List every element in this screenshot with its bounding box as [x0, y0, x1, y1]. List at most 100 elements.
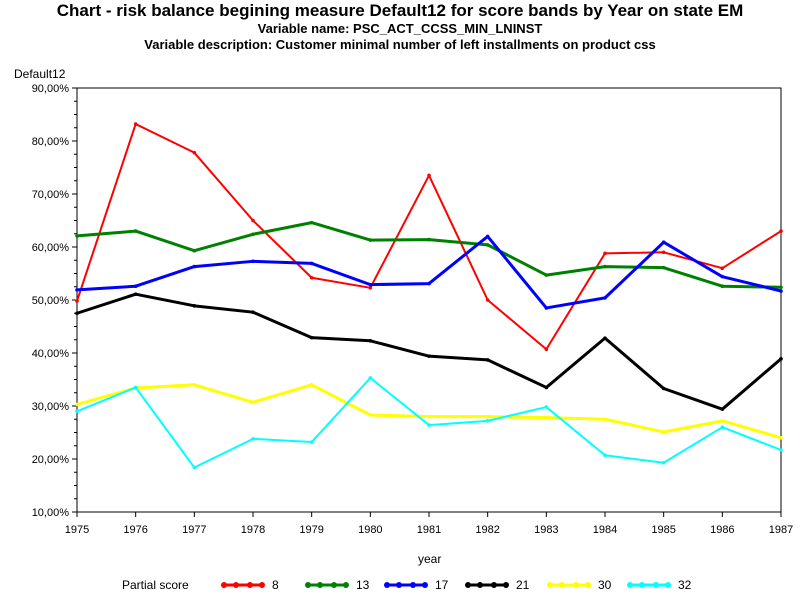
data-point-17 [720, 274, 725, 279]
data-point-32 [133, 385, 138, 390]
data-point-32 [192, 465, 197, 470]
x-tick-label: 1986 [710, 524, 734, 536]
x-tick-label: 1978 [241, 524, 265, 536]
data-point-32 [309, 440, 314, 444]
x-tick-label: 1975 [65, 524, 89, 536]
data-point-13 [544, 273, 549, 277]
data-point-17 [251, 259, 255, 264]
data-point-30 [251, 400, 255, 405]
x-tick-label: 1977 [182, 524, 206, 536]
data-point-30 [192, 383, 197, 387]
data-point-21 [661, 386, 666, 391]
data-point-32 [603, 453, 607, 458]
y-tick-label: 10,00% [32, 507, 70, 519]
data-point-21 [779, 357, 783, 361]
legend-swatch [465, 582, 509, 588]
x-tick-label: 1982 [475, 524, 499, 536]
legend-swatch [384, 582, 428, 588]
legend-label: 21 [516, 578, 530, 592]
y-tick-label: 40,00% [32, 348, 70, 360]
data-point-17 [368, 282, 373, 287]
data-point-8 [368, 286, 373, 290]
data-point-17 [485, 234, 490, 239]
data-point-32 [485, 419, 490, 423]
data-point-32 [779, 448, 783, 452]
data-point-17 [309, 261, 314, 266]
data-point-13 [661, 265, 666, 270]
legend-swatch [547, 582, 591, 588]
data-point-21 [133, 292, 138, 296]
data-point-30 [427, 414, 431, 419]
data-point-8 [720, 266, 725, 271]
data-point-32 [368, 376, 373, 380]
data-point-17 [192, 264, 197, 269]
data-point-13 [720, 284, 725, 289]
data-point-21 [192, 304, 197, 308]
data-point-8 [779, 229, 783, 233]
legend-title: Partial score [122, 578, 189, 592]
data-point-30 [544, 415, 549, 420]
data-point-17 [779, 289, 783, 293]
legend-label: 17 [435, 578, 449, 592]
data-point-13 [309, 220, 314, 225]
legend-swatch [221, 582, 265, 588]
x-tick-label: 1976 [123, 524, 147, 536]
data-point-32 [544, 405, 549, 409]
data-point-32 [427, 423, 431, 427]
data-point-13 [427, 237, 431, 242]
x-axis-label: year [418, 552, 442, 566]
data-point-32 [75, 409, 79, 414]
data-point-8 [133, 122, 138, 126]
data-point-8 [309, 275, 314, 280]
data-point-21 [720, 407, 725, 411]
legend-label: 32 [678, 578, 692, 592]
x-tick-label: 1987 [769, 524, 793, 536]
data-point-13 [133, 229, 138, 233]
y-axis-label: Default12 [14, 67, 66, 81]
data-point-21 [251, 310, 255, 314]
data-point-21 [309, 335, 314, 340]
data-point-21 [368, 339, 373, 343]
series-line-21 [76, 292, 782, 411]
y-tick-label: 70,00% [32, 189, 70, 201]
variable-description: Variable description: Customer minimal n… [144, 37, 656, 52]
data-point-17 [661, 240, 666, 245]
data-point-30 [661, 430, 666, 434]
data-point-17 [75, 288, 79, 292]
data-point-8 [427, 173, 431, 178]
data-point-30 [75, 402, 79, 407]
data-point-8 [661, 250, 666, 255]
data-point-21 [75, 311, 79, 316]
data-point-13 [368, 238, 373, 242]
y-tick-label: 80,00% [32, 136, 70, 148]
data-point-30 [779, 436, 783, 440]
chart-title: Chart - risk balance begining measure De… [56, 1, 744, 20]
data-point-17 [133, 284, 138, 289]
data-point-13 [192, 248, 197, 253]
data-point-21 [544, 385, 549, 390]
data-point-17 [603, 296, 607, 300]
data-point-8 [251, 218, 255, 223]
data-point-32 [661, 460, 666, 465]
legend-swatch [627, 582, 671, 588]
legend-label: 13 [356, 578, 370, 592]
data-point-8 [485, 298, 490, 302]
legend-label: 8 [272, 578, 279, 592]
data-point-32 [251, 437, 255, 441]
data-point-13 [603, 264, 607, 269]
y-tick-label: 20,00% [32, 454, 70, 466]
data-point-8 [192, 150, 197, 155]
data-point-13 [251, 232, 255, 237]
data-point-30 [603, 417, 607, 422]
data-point-8 [603, 251, 607, 256]
data-point-8 [544, 347, 549, 352]
legend: Partial score 8 13 17 21 30 32 [0, 576, 800, 596]
data-point-13 [75, 234, 79, 238]
plot-frame [76, 87, 782, 513]
y-tick-label: 90,00% [32, 83, 70, 95]
x-tick-label: 1979 [299, 524, 323, 536]
data-point-13 [485, 243, 490, 247]
y-tick-label: 50,00% [32, 295, 70, 307]
data-point-17 [544, 306, 549, 310]
